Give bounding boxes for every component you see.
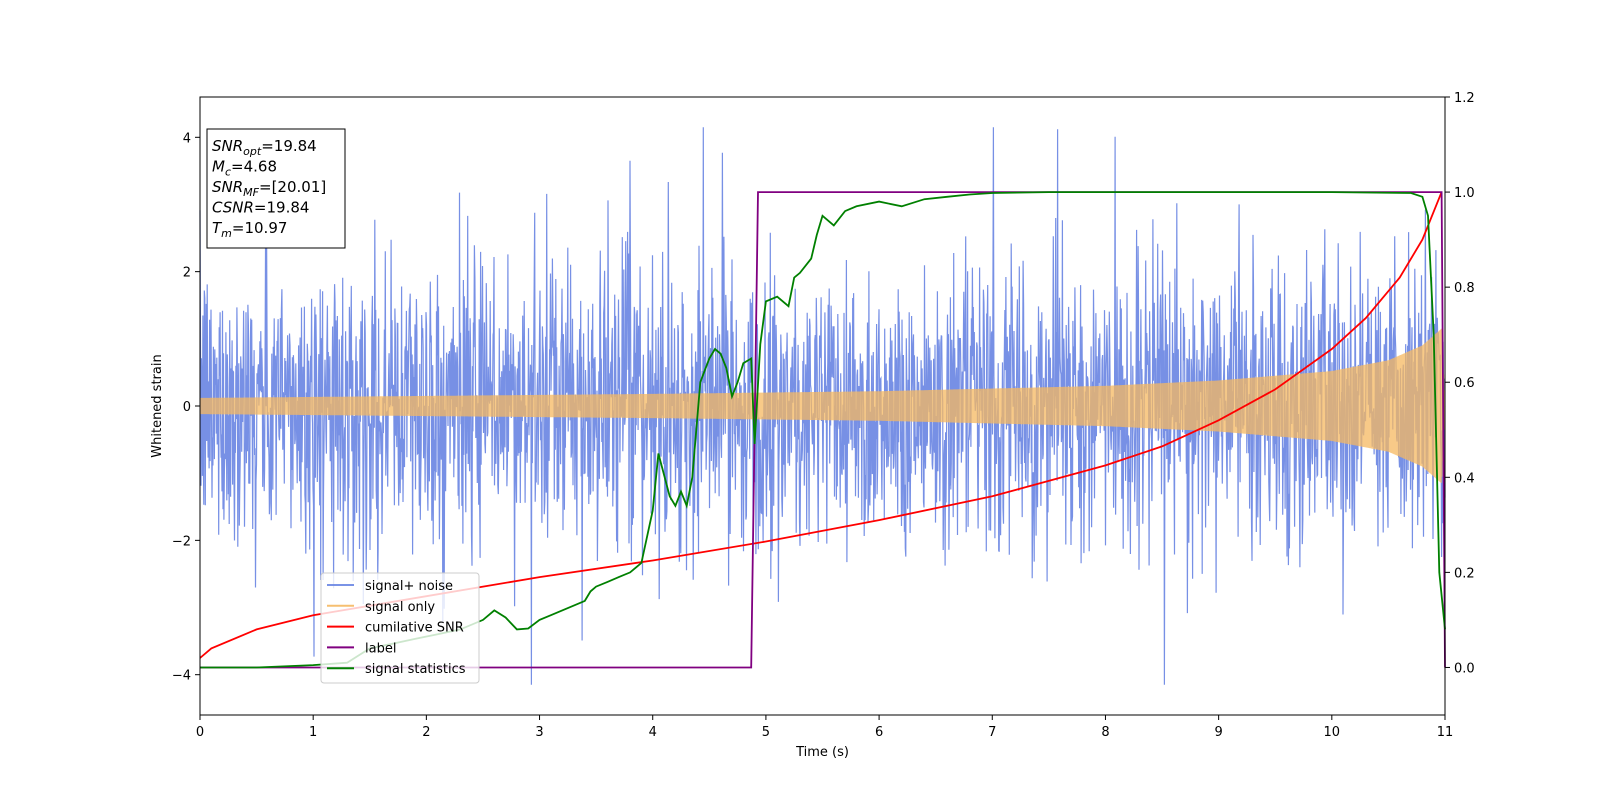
- legend-label: cumilative SNR: [365, 621, 464, 636]
- signal-only-line: [199, 328, 1446, 483]
- legend-label: signal+ noise: [365, 579, 453, 594]
- x-tick-label: 1: [309, 725, 317, 740]
- info-line: Tm=10.97: [212, 219, 287, 240]
- info-value: =[20.01]: [259, 178, 326, 196]
- x-tick-label: 11: [1437, 725, 1454, 740]
- y-tick-label: −2: [172, 534, 191, 549]
- signal-statistics-line: [200, 191, 1446, 669]
- signal-only-series: [199, 328, 1446, 483]
- info-symbol: SNR: [212, 137, 243, 155]
- label-line: [200, 191, 1446, 669]
- x-tick-label: 5: [762, 725, 770, 740]
- y2-tick-label: 1.0: [1454, 186, 1475, 201]
- info-line: SNRopt=19.84: [212, 137, 317, 158]
- x-axis: 0 1 2 3 4 5 6 7 8 9 10 11: [196, 715, 1453, 740]
- info-value: =10.97: [232, 219, 288, 237]
- x-tick-label: 8: [1101, 725, 1109, 740]
- info-subscript: m: [221, 227, 232, 240]
- x-tick-label: 9: [1214, 725, 1222, 740]
- y2-tick-label: 0.4: [1454, 471, 1475, 486]
- x-tick-label: 7: [988, 725, 996, 740]
- y-axis-label: Whitened strain: [150, 354, 165, 457]
- legend: signal+ noise signal only cumilative SNR la…: [320, 572, 480, 684]
- y-tick-label: 4: [183, 131, 191, 146]
- info-value: =19.84: [254, 199, 310, 217]
- y-tick-label: 0: [183, 400, 191, 415]
- x-tick-label: 6: [875, 725, 883, 740]
- info-symbol: M: [212, 158, 225, 176]
- y-tick-label: 2: [183, 266, 191, 281]
- legend-label: signal only: [365, 600, 435, 615]
- info-line: SNRMF=[20.01]: [212, 178, 326, 199]
- x-tick-label: 4: [649, 725, 657, 740]
- info-subscript: opt: [243, 145, 262, 158]
- x-tick-label: 3: [535, 725, 543, 740]
- y2-tick-label: 1.2: [1454, 91, 1475, 106]
- info-subscript: MF: [243, 186, 259, 199]
- x-axis-label: Time (s): [795, 745, 849, 760]
- y2-tick-label: 0.0: [1454, 661, 1475, 676]
- info-symbol: T: [212, 219, 223, 237]
- info-value: =4.68: [231, 158, 277, 176]
- x-tick-label: 0: [196, 725, 204, 740]
- cumilative-snr-line: [199, 191, 1443, 659]
- x-tick-label: 2: [422, 725, 430, 740]
- right-axis-series: [199, 191, 1446, 669]
- y2-tick-label: 0.6: [1454, 376, 1475, 391]
- x-tick-label: 10: [1324, 725, 1341, 740]
- y2-tick-label: 0.8: [1454, 281, 1475, 296]
- y2-tick-label: 0.2: [1454, 566, 1475, 581]
- y-tick-label: −4: [172, 669, 191, 684]
- info-line: CSNR=19.84: [212, 199, 309, 217]
- info-box: SNRopt=19.84Mc=4.68SNRMF=[20.01]CSNR=19.…: [206, 128, 346, 249]
- y-axis-left: 4 2 0 −2 −4: [172, 131, 200, 684]
- legend-label: signal statistics: [365, 662, 466, 677]
- legend-label: label: [365, 641, 396, 656]
- legend-frame: [320, 572, 480, 684]
- info-value: =19.84: [261, 137, 317, 155]
- y-axis-right: 1.2 1.0 0.8 0.6 0.4 0.2 0.0: [1445, 91, 1475, 676]
- info-subscript: c: [225, 166, 231, 179]
- info-line: Mc=4.68: [212, 158, 277, 179]
- info-box-frame: [206, 128, 346, 249]
- info-symbol: CSNR: [212, 199, 254, 217]
- info-symbol: SNR: [212, 178, 243, 196]
